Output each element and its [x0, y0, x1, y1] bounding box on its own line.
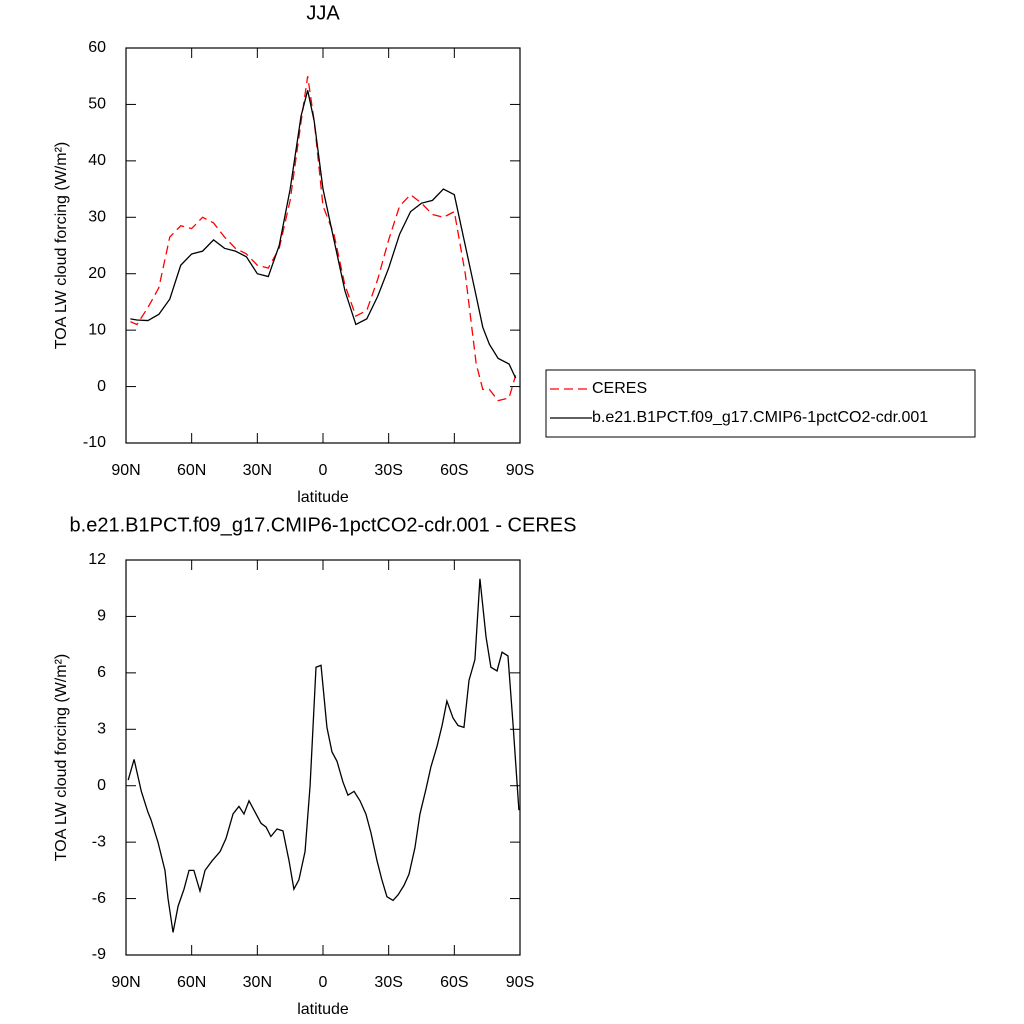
y-tick-label: 40: [88, 152, 106, 169]
x-tick-label: 0: [319, 974, 328, 991]
x-tick-label: 90N: [111, 974, 140, 991]
y-tick-label: 3: [97, 721, 106, 738]
y-tick-label: 60: [88, 39, 106, 56]
y-tick-label: 0: [97, 777, 106, 794]
chart-title: JJA: [306, 2, 340, 24]
x-tick-label: 0: [319, 462, 328, 479]
x-tick-label: 90S: [506, 974, 534, 991]
x-tick-label: 90S: [506, 462, 534, 479]
x-axis-label: latitude: [297, 1001, 349, 1018]
chart-title: b.e21.B1PCT.f09_g17.CMIP6-1pctCO2-cdr.00…: [70, 514, 577, 536]
y-tick-label: 50: [88, 96, 106, 113]
legend-label: CERES: [592, 380, 647, 397]
data-line: [127, 578, 520, 933]
x-axis-label: latitude: [297, 489, 349, 506]
y-tick-label: -10: [83, 434, 106, 451]
legend-box: [545, 369, 976, 438]
x-tick-label: 30N: [243, 974, 272, 991]
x-tick-label: 60S: [440, 462, 468, 479]
x-tick-label: 60N: [177, 462, 206, 479]
y-tick-label: -3: [92, 833, 106, 850]
y-tick-label: 0: [97, 378, 106, 395]
y-tick-label: 10: [88, 321, 106, 338]
y-tick-label: 9: [97, 608, 106, 625]
x-tick-label: 60S: [440, 974, 468, 991]
data-line: [130, 90, 517, 379]
y-tick-label: -9: [92, 946, 106, 963]
x-tick-label: 60N: [177, 974, 206, 991]
y-axis-label: TOA LW cloud forcing (W/m²): [53, 654, 70, 861]
data-line: [130, 76, 517, 402]
plot-frame: [125, 47, 521, 444]
y-tick-label: 6: [97, 664, 106, 681]
plot-frame: [125, 559, 521, 956]
x-tick-label: 30S: [374, 974, 402, 991]
y-tick-label: 30: [88, 209, 106, 226]
y-axis-label: TOA LW cloud forcing (W/m²): [53, 142, 70, 349]
x-tick-label: 30N: [243, 462, 272, 479]
x-tick-label: 30S: [374, 462, 402, 479]
legend-label: b.e21.B1PCT.f09_g17.CMIP6-1pctCO2-cdr.00…: [592, 409, 928, 426]
x-tick-label: 90N: [111, 462, 140, 479]
y-tick-label: -6: [92, 890, 106, 907]
y-tick-label: 12: [88, 551, 106, 568]
y-tick-label: 20: [88, 265, 106, 282]
